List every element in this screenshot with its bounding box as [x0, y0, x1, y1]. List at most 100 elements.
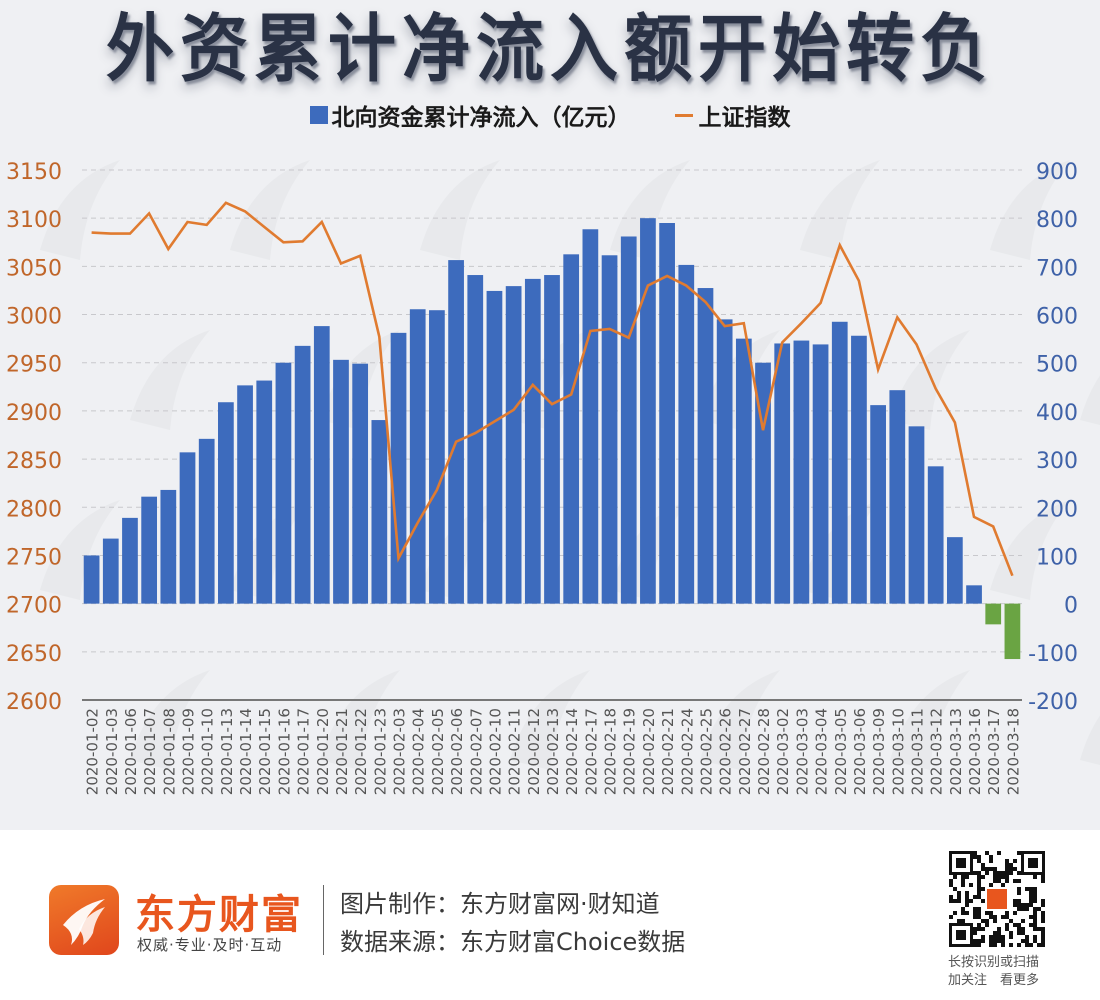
bar — [218, 402, 234, 604]
x-axis-label: 2020-02-04 — [410, 708, 428, 795]
bar — [908, 426, 925, 604]
right-axis-tick: 600 — [1036, 305, 1078, 330]
bar-swatch-icon — [309, 106, 328, 124]
left-axis-tick: 3000 — [6, 305, 62, 330]
brand-logo-icon — [49, 885, 119, 955]
bar — [505, 286, 522, 604]
watermark-icon — [130, 670, 210, 770]
x-axis-label: 2020-01-21 — [333, 708, 351, 795]
x-axis-label: 2020-02-12 — [525, 708, 543, 795]
x-axis-label: 2020-03-18 — [1004, 708, 1022, 795]
x-axis-label: 2020-03-17 — [985, 708, 1003, 795]
bar — [620, 236, 637, 604]
x-axis-label: 2020-02-25 — [697, 708, 715, 795]
x-axis-label: 2020-03-05 — [832, 708, 850, 795]
chart-legend: 北向资金累计净流入（亿元） 上证指数 — [0, 98, 1100, 132]
x-axis-label: 2020-01-13 — [218, 708, 236, 795]
x-axis-label: 2020-01-22 — [352, 708, 370, 795]
bar — [1004, 603, 1021, 660]
qr-code[interactable] — [948, 850, 1046, 948]
right-axis-tick: 0 — [1064, 594, 1078, 619]
legend-item-sse: 上证指数 — [674, 98, 791, 132]
bar — [697, 288, 714, 604]
right-axis-tick: 900 — [1036, 160, 1078, 185]
brand-name: 东方财富 — [135, 892, 303, 938]
qr-hint-line1: 长按识别或扫描 — [948, 955, 1040, 970]
left-axis-tick: 2850 — [6, 449, 62, 474]
right-axis-tick: 800 — [1036, 208, 1078, 233]
left-axis-tick: 2950 — [6, 353, 62, 378]
x-axis-label: 2020-01-07 — [141, 708, 159, 795]
footer: 东方财富 权威·专业·及时·互动 图片制作：东方财富网·财知道 数据来源：东方财… — [0, 830, 1100, 1000]
bar — [524, 278, 541, 604]
x-axis-label: 2020-03-11 — [908, 708, 926, 795]
right-axis-tick: 500 — [1036, 353, 1078, 378]
x-axis-label: 2020-02-28 — [755, 708, 773, 795]
bar — [352, 363, 369, 604]
bar — [294, 345, 311, 604]
x-axis-label: 2020-02-06 — [448, 708, 466, 795]
watermark-icon — [230, 160, 310, 260]
watermark-icon — [610, 160, 690, 260]
x-axis-label: 2020-03-02 — [774, 708, 792, 795]
x-axis-label: 2020-01-03 — [103, 708, 121, 795]
right-axis-tick: 700 — [1036, 256, 1078, 281]
watermark-icon — [890, 330, 970, 430]
x-axis-label: 2020-01-20 — [314, 708, 332, 795]
bar — [716, 319, 733, 604]
left-axis-tick: 2700 — [6, 594, 62, 619]
x-axis-label: 2020-02-26 — [717, 708, 735, 795]
x-axis-label: 2020-03-10 — [889, 708, 907, 795]
left-axis-tick: 2650 — [6, 642, 62, 667]
x-axis-label: 2020-03-12 — [928, 708, 946, 795]
x-axis-label: 2020-02-21 — [659, 708, 677, 795]
bar — [141, 496, 158, 604]
bar — [429, 310, 445, 604]
bar — [333, 359, 349, 604]
x-axis-label: 2020-02-18 — [602, 708, 620, 795]
watermark-icon — [1080, 715, 1100, 765]
x-axis-label: 2020-01-14 — [237, 708, 255, 795]
bar — [966, 585, 982, 604]
qr-hint-line2: 加关注 看更多 — [948, 973, 1040, 988]
left-axis-tick: 2900 — [6, 401, 62, 426]
bar — [237, 385, 253, 604]
right-axis-tick: 100 — [1036, 545, 1078, 570]
x-axis-label: 2020-02-07 — [467, 708, 485, 795]
watermark-icon — [40, 160, 120, 260]
bar — [486, 290, 503, 604]
x-axis-label: 2020-02-24 — [678, 708, 696, 795]
right-axis-tick: -100 — [1028, 642, 1078, 667]
bar — [83, 555, 100, 604]
bar — [793, 340, 810, 604]
legend-label-sse: 上证指数 — [698, 105, 791, 131]
bar — [985, 603, 1002, 625]
x-axis-label: 2020-02-20 — [640, 708, 658, 795]
x-axis-label: 2020-02-13 — [544, 708, 562, 795]
left-axis-tick: 2750 — [6, 545, 62, 570]
bar — [678, 264, 695, 604]
legend-item-northbound: 北向资金累计净流入（亿元） — [309, 98, 631, 132]
bar — [870, 405, 886, 604]
bar — [102, 538, 119, 604]
x-axis-label: 2020-03-13 — [947, 708, 965, 795]
bar — [256, 380, 273, 604]
footer-divider — [323, 885, 324, 955]
watermark-icon — [890, 670, 970, 770]
bar — [371, 420, 388, 604]
bar — [467, 275, 484, 604]
bar — [563, 254, 580, 604]
credit-producer: 图片制作：东方财富网·财知道 — [340, 890, 660, 918]
watermark-icon — [1080, 375, 1100, 425]
bar — [851, 335, 867, 604]
x-axis-label: 2020-03-09 — [870, 708, 888, 795]
bar — [544, 275, 560, 604]
watermark-icon — [510, 670, 590, 770]
x-axis-label: 2020-01-10 — [199, 708, 217, 795]
bar — [927, 466, 944, 604]
credit-source: 数据来源：东方财富Choice数据 — [340, 928, 686, 956]
bar — [198, 438, 215, 604]
x-axis-label: 2020-03-03 — [793, 708, 811, 795]
x-axis-label: 2020-02-14 — [563, 708, 581, 795]
combo-chart: 3150310030503000295029002850280027502700… — [6, 160, 1100, 795]
